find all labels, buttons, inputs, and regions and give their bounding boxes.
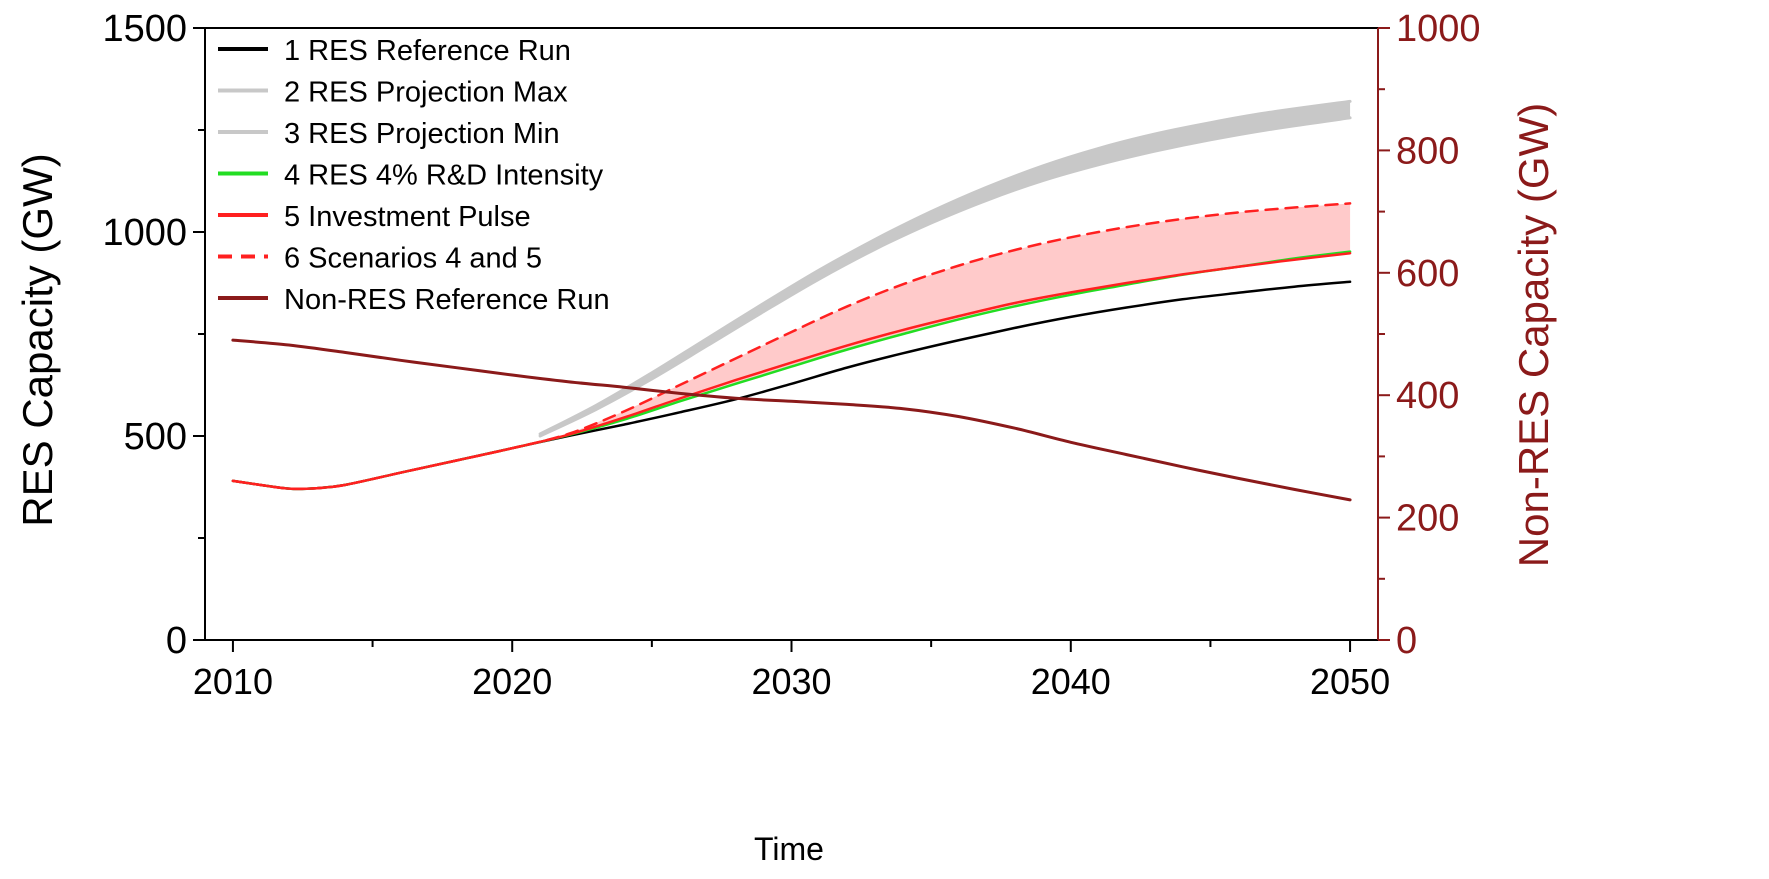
- legend-item: 4 RES 4% R&D Intensity: [218, 160, 604, 192]
- x-tick-label: 2020: [472, 661, 552, 702]
- y2-tick-label: 400: [1396, 375, 1459, 417]
- tick-labels: 2010 2020 2030 2040 205005001000150002004006…: [102, 8, 1480, 702]
- legend-item: 6 Scenarios 4 and 5: [218, 243, 542, 275]
- legend-item: 2 RES Projection Max: [218, 77, 568, 109]
- legend-label: 3 RES Projection Min: [284, 118, 560, 150]
- series-line-7: [231, 338, 1352, 502]
- y2-axis-title: Non-RES Capacity (GW): [1510, 103, 1557, 567]
- series-line-3: [538, 116, 1352, 438]
- y-tick-label: 1500: [102, 8, 187, 50]
- series-line-6: [231, 202, 1352, 491]
- legend-item: 1 RES Reference Run: [218, 35, 571, 67]
- y2-tick-label: 0: [1396, 620, 1417, 662]
- legend-label: 2 RES Projection Max: [284, 77, 568, 109]
- x-tick-label: 2040: [1031, 661, 1111, 702]
- legend-item: 5 Investment Pulse: [218, 201, 531, 233]
- legend: 1 RES Reference Run 2 RES Projection Max 3…: [218, 35, 610, 316]
- legend-item: 3 RES Projection Min: [218, 118, 560, 150]
- y-axis-title: RES Capacity (GW): [14, 153, 61, 526]
- legend-item: Non-RES Reference Run: [218, 284, 610, 316]
- x-tick-label: 2010: [193, 661, 273, 702]
- legend-label: Non-RES Reference Run: [284, 284, 610, 316]
- y-tick-label: 1000: [102, 212, 187, 254]
- legend-label: 1 RES Reference Run: [284, 35, 571, 67]
- x-tick-label: 2050: [1310, 661, 1390, 702]
- y-tick-label: 500: [124, 416, 187, 458]
- x-axis-title: Time: [754, 831, 824, 867]
- y2-tick-label: 1000: [1396, 8, 1481, 50]
- y2-tick-label: 800: [1396, 130, 1459, 172]
- axes: [193, 27, 1390, 652]
- x-tick-label: 2030: [751, 661, 831, 702]
- y2-tick-label: 600: [1396, 253, 1459, 295]
- legend-label: 5 Investment Pulse: [284, 201, 531, 233]
- series-line-2: [538, 99, 1352, 436]
- legend-label: 6 Scenarios 4 and 5: [284, 243, 542, 275]
- y2-tick-label: 200: [1396, 498, 1459, 540]
- plot-series: [231, 99, 1352, 502]
- legend-label: 4 RES 4% R&D Intensity: [284, 160, 604, 192]
- y-tick-label: 0: [166, 620, 187, 662]
